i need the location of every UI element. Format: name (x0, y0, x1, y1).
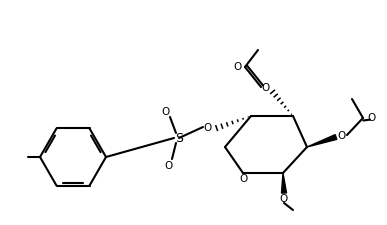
Text: O: O (338, 130, 346, 140)
Text: O: O (161, 106, 169, 117)
Polygon shape (307, 135, 337, 147)
Text: O: O (234, 62, 242, 72)
Text: O: O (368, 112, 376, 122)
Text: O: O (204, 122, 212, 132)
Text: O: O (239, 173, 247, 183)
Polygon shape (281, 173, 286, 193)
Text: O: O (280, 193, 288, 203)
Text: O: O (164, 160, 172, 170)
Text: O: O (262, 83, 270, 93)
Text: S: S (175, 132, 183, 145)
